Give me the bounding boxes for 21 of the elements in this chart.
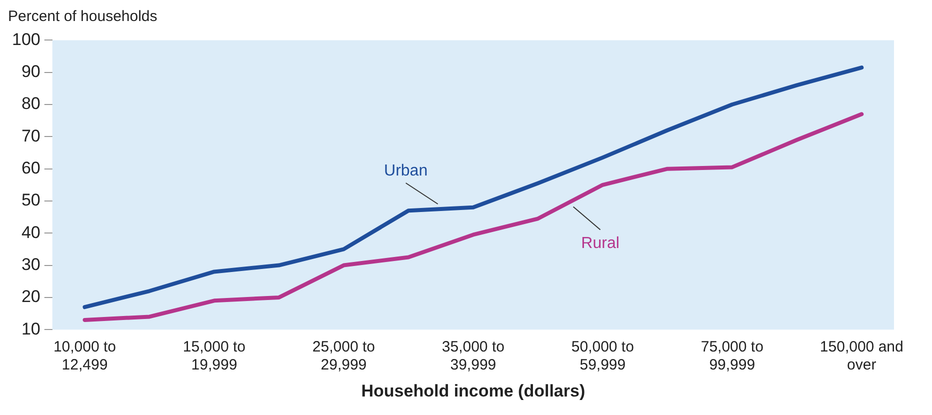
series-label: Urban [384,162,428,180]
y-tick-label: 80 [21,94,40,114]
x-tick-label: 75,000 to 99,999 [700,338,764,374]
y-tick-label: 40 [21,222,40,242]
x-tick-label: 25,000 to 29,999 [312,338,375,374]
y-tick-label: 50 [21,190,40,210]
y-tick-label: 30 [21,254,40,274]
x-tick-label: 10,000 to 12,499 [53,338,116,374]
x-tick-label: 15,000 to 19,999 [182,338,246,374]
y-tick-label: 100 [12,30,40,49]
y-tick-label: 90 [21,62,40,82]
x-tick-label: 35,000 to 39,999 [442,338,504,374]
y-tick-label: 70 [21,126,40,146]
y-tick-label: 60 [21,158,40,178]
y-tick-label: 20 [21,287,40,306]
x-tick-label: 150,000 and over [820,338,904,374]
x-tick-label: 50,000 to 59,999 [571,338,634,374]
x-axis-title: Household income (dollars) [361,381,586,400]
y-axis-title: Percent of households [8,8,158,26]
text: Rural [581,235,620,252]
y-tick-label: 10 [21,319,40,338]
